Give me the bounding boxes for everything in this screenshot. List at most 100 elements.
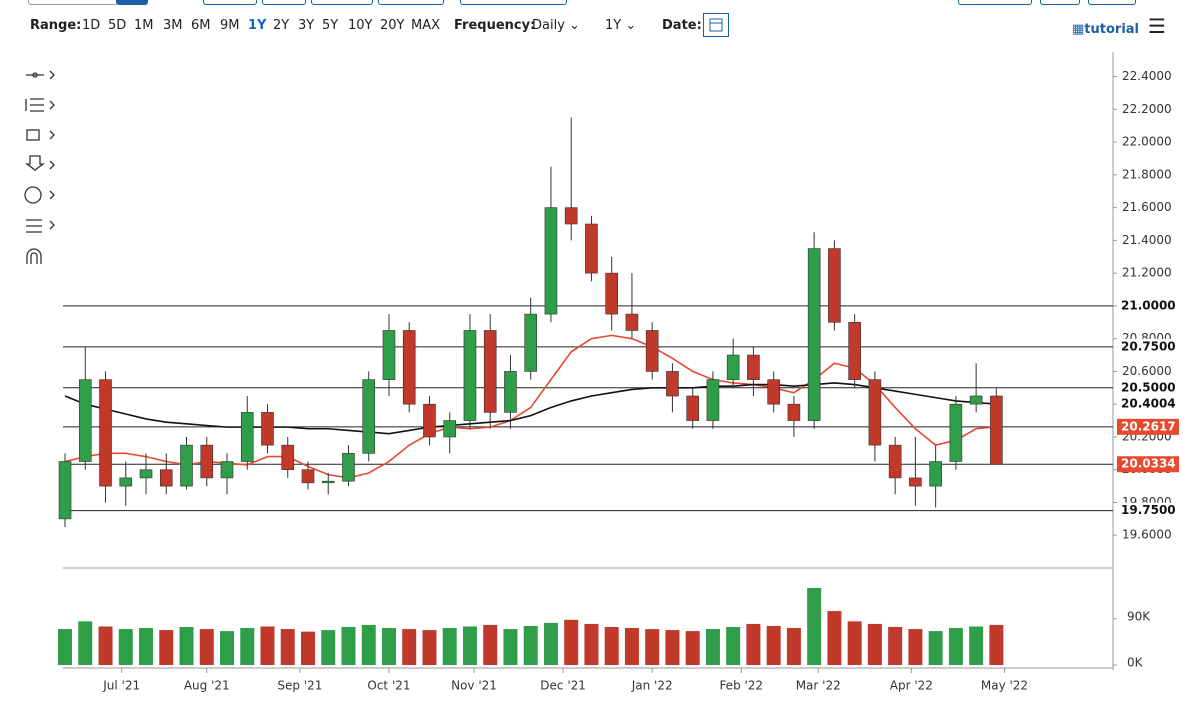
- range-button[interactable]: 6M: [191, 18, 211, 33]
- candle-body: [686, 395, 699, 421]
- candle-body: [625, 313, 639, 331]
- candle-body: [58, 461, 72, 520]
- candle-body: [605, 272, 618, 315]
- volume-bar: [240, 628, 255, 665]
- range-button[interactable]: 5Y: [322, 18, 339, 33]
- menu-button[interactable]: ☰: [1148, 14, 1166, 38]
- candle-body: [423, 403, 436, 438]
- candle-body: [969, 395, 983, 405]
- candle-body: [321, 480, 335, 484]
- period-value: 1Y: [605, 18, 622, 33]
- period-select[interactable]: 1Y ⌄: [605, 18, 637, 33]
- range-button[interactable]: MAX: [411, 18, 441, 33]
- tutorial-text: tutorial: [1084, 22, 1140, 37]
- range-button[interactable]: 3Y: [298, 18, 315, 33]
- y-tick-label: 22.0000: [1122, 135, 1172, 149]
- volume-bar: [483, 624, 498, 665]
- toolbar: Range: 1D 5D 1M 3M 6M 9M 1Y 2Y 3Y 5Y 10Y 20Y MAX Fre…: [0, 0, 1183, 44]
- range-button[interactable]: 20Y: [380, 18, 405, 33]
- volume-bar: [624, 628, 639, 665]
- candle-body: [504, 371, 517, 413]
- button-stub[interactable]: [378, 0, 444, 5]
- volume-bar: [422, 630, 437, 665]
- candle-body: [706, 379, 720, 421]
- level-tag: [1117, 418, 1179, 435]
- button-stub[interactable]: [262, 0, 306, 5]
- y-tick-label: 22.4000: [1122, 69, 1172, 83]
- volume-bar: [847, 621, 862, 665]
- frequency-select[interactable]: Daily ⌄: [532, 18, 580, 33]
- volume-bar: [199, 629, 214, 665]
- candle-body: [645, 330, 659, 372]
- y-tick-label: 20.4000: [1122, 397, 1172, 411]
- candle-body: [463, 330, 477, 421]
- y-tick-label: 90K: [1127, 609, 1151, 623]
- y-tick-label: 20.0000: [1122, 462, 1172, 476]
- volume-bar: [827, 611, 842, 665]
- range-button[interactable]: 3M: [163, 18, 183, 33]
- date-label: Date:: [662, 18, 702, 33]
- series-tag: [1117, 396, 1179, 413]
- volume-bar: [807, 587, 822, 665]
- x-tick-label: Apr '22: [890, 679, 933, 693]
- level-tag: [1117, 456, 1179, 473]
- button-stub[interactable]: [460, 0, 567, 5]
- range-button[interactable]: 10Y: [348, 18, 373, 33]
- volume-bar: [78, 621, 93, 665]
- candle-body: [402, 330, 416, 405]
- y-tick-label: 0K: [1127, 656, 1144, 670]
- volume-bar: [118, 629, 133, 665]
- level-tag: [1117, 338, 1179, 355]
- volume-bar: [705, 629, 720, 665]
- x-tick-label: Sep '21: [277, 679, 322, 693]
- calendar-button[interactable]: [703, 13, 729, 37]
- volume-bar: [260, 626, 275, 665]
- tutorial-link[interactable]: ▦tutorial: [1072, 22, 1140, 37]
- volume-bar: [766, 625, 781, 665]
- volume-bar: [179, 627, 194, 665]
- range-button[interactable]: 2Y: [273, 18, 290, 33]
- candle-body: [747, 354, 760, 380]
- candle-body: [362, 379, 376, 454]
- range-button[interactable]: 1Y: [248, 18, 267, 33]
- volume-bar: [948, 628, 963, 665]
- range-button[interactable]: 5D: [108, 18, 127, 33]
- candle-body: [868, 379, 882, 446]
- volume-bar: [665, 630, 680, 665]
- y-tick-label: 21.6000: [1122, 200, 1172, 214]
- series-tag-label: 20.4004: [1121, 397, 1176, 411]
- moving-average: [64, 382, 997, 435]
- range-button[interactable]: 9M: [220, 18, 240, 33]
- range-button[interactable]: 1D: [82, 18, 101, 33]
- candle-body: [443, 420, 457, 438]
- x-tick-label: Nov '21: [451, 679, 497, 693]
- candle-body: [544, 207, 558, 315]
- x-tick-label: May '22: [981, 679, 1028, 693]
- button-stub[interactable]: [1040, 0, 1080, 5]
- volume-bar: [645, 629, 660, 665]
- button-stub[interactable]: [311, 0, 373, 5]
- x-tick-label: Mar '22: [796, 679, 841, 693]
- button-stub[interactable]: [203, 0, 257, 5]
- candle-body: [848, 321, 861, 380]
- volume-bar: [969, 626, 984, 665]
- level-label: 20.2617: [1121, 419, 1176, 433]
- volume-bar: [685, 631, 700, 665]
- button-stub[interactable]: [958, 0, 1032, 5]
- candle-body: [139, 469, 153, 479]
- candle-body: [949, 403, 963, 462]
- volume-bar: [867, 623, 882, 665]
- candle-body: [726, 354, 740, 380]
- candle-body: [909, 477, 922, 487]
- button-stub[interactable]: [1088, 0, 1136, 5]
- x-tick-label: Aug '21: [184, 679, 230, 693]
- level-label: 19.7500: [1121, 503, 1176, 517]
- range-button[interactable]: 1M: [134, 18, 154, 33]
- candle-body: [281, 444, 295, 471]
- candle-body: [342, 453, 355, 482]
- button-stub[interactable]: [116, 0, 148, 5]
- y-tick-label: 19.8000: [1122, 495, 1172, 509]
- candle-body: [200, 444, 214, 479]
- candle-body: [666, 371, 679, 397]
- x-tick-label: Jul '21: [102, 679, 140, 693]
